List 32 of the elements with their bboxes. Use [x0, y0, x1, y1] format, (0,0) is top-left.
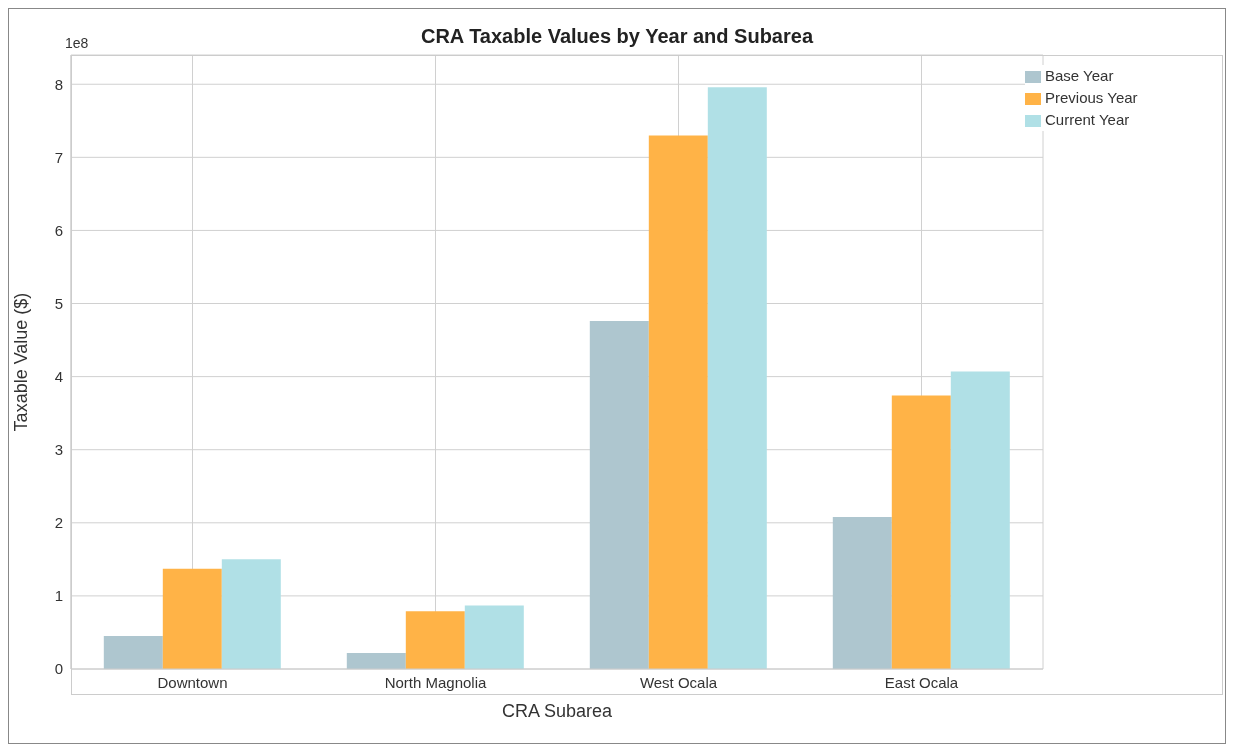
y-tick-label: 5 [54, 294, 63, 312]
bar [346, 652, 406, 669]
y-tick-label: 3 [54, 441, 63, 459]
legend-label: Previous Year [1045, 89, 1138, 106]
bar [648, 135, 708, 669]
y-tick-label: 2 [54, 514, 63, 532]
x-tick-label: Downtown [157, 673, 228, 691]
bar [103, 636, 163, 669]
bar [589, 321, 649, 669]
y-tick-label: 6 [54, 221, 63, 239]
bar [221, 559, 281, 669]
x-tick-label: East Ocala [884, 673, 959, 691]
y-tick-label: 0 [54, 660, 63, 678]
y-tick-label: 7 [54, 148, 63, 166]
x-axis-title: CRA Subarea [501, 701, 614, 721]
y-tick-label: 1 [54, 587, 63, 605]
bar [464, 605, 524, 669]
x-tick-label: West Ocala [639, 673, 718, 691]
y-tick-label: 8 [54, 75, 63, 93]
bar [707, 87, 767, 669]
chart-title: CRA Taxable Values by Year and Subarea [420, 25, 814, 47]
x-tick-label: North Magnolia [384, 673, 488, 691]
text: 1e8 [65, 35, 89, 51]
bar [162, 568, 222, 669]
bar [891, 395, 951, 669]
y-tick-label: 4 [54, 367, 63, 385]
legend-label: Base Year [1045, 67, 1114, 84]
legend-label: Current Year [1045, 111, 1130, 128]
bar [832, 516, 892, 669]
y-axis-title: Taxable Value ($) [11, 292, 32, 432]
bar [950, 371, 1010, 669]
bar [405, 611, 465, 669]
